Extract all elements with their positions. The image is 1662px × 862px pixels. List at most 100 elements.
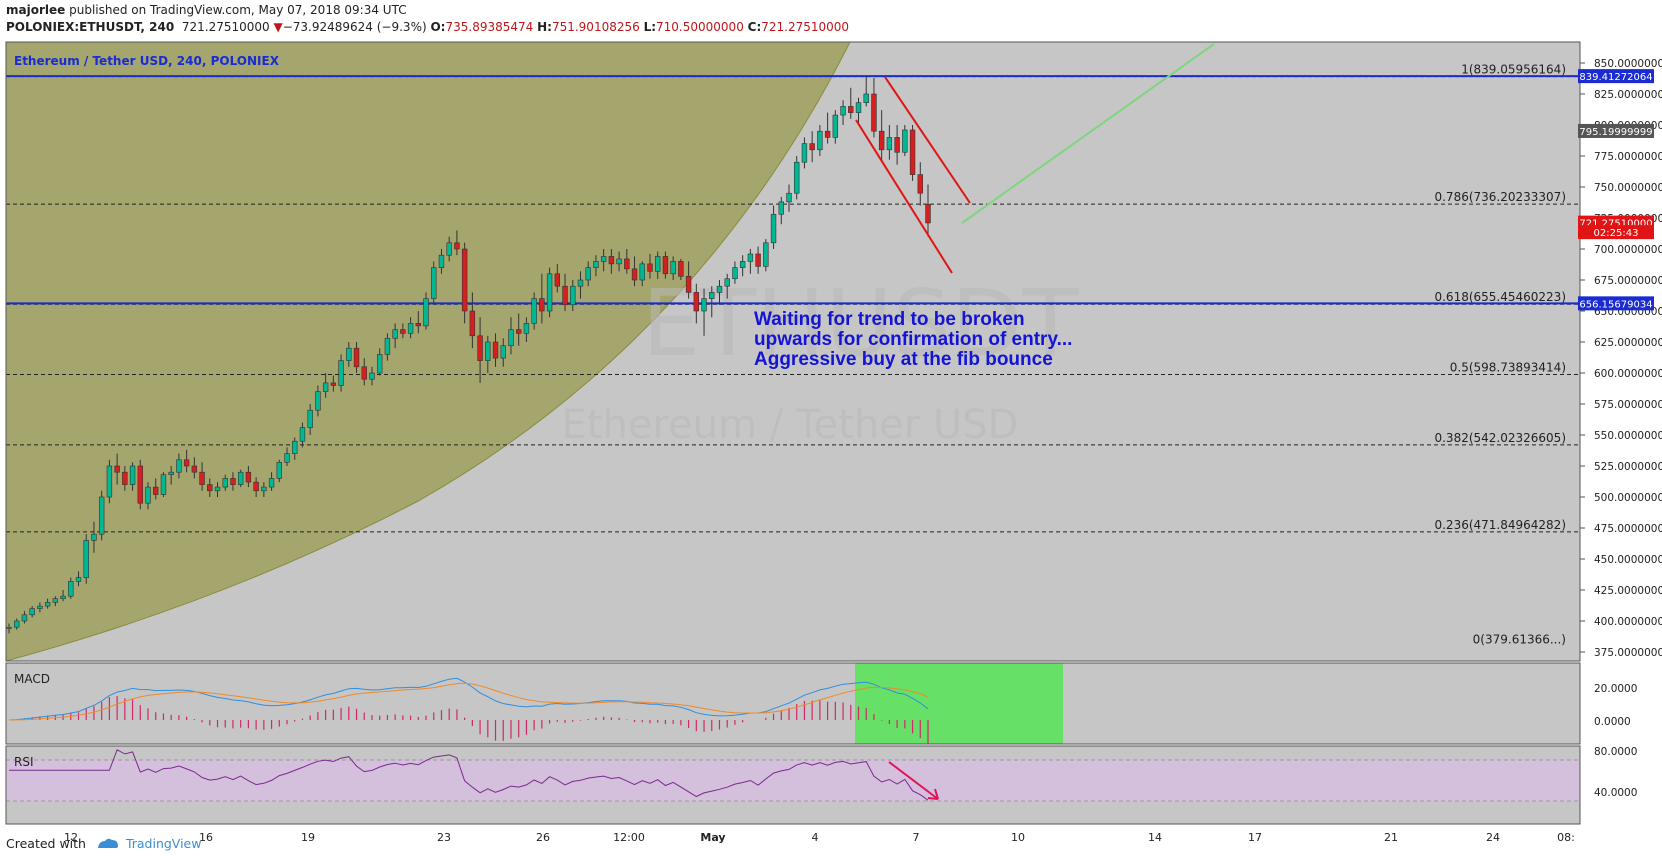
candle [407,323,414,334]
fib-level-label: 0.236(471.84964282) [1434,518,1566,532]
tradingview-brand[interactable]: TradingView [125,836,202,851]
candle [292,440,298,454]
x-tick-label: 12 [64,831,78,844]
x-tick-label: 26 [536,831,550,844]
y-tick-label: 775.00000000 [1594,151,1662,163]
rsi-arrow-line [888,761,939,800]
y-tick-label: 375.00000000 [1594,647,1662,659]
published-text: published on TradingView.com, May 07, 20… [69,3,407,17]
annotation-line-1: Waiting for trend to be broken [754,309,1025,330]
candle [52,598,59,603]
candle [384,337,391,355]
fib-level-label: 0.618(655.45460223) [1434,290,1566,304]
candle [268,478,275,488]
candle [75,577,82,582]
candle [855,102,862,113]
annotation-line-2: upwards for confirmation of entry... [754,329,1072,350]
watermark-name: Ethereum / Tether USD [562,402,1019,448]
x-tick-label: May [700,831,725,844]
candle [732,267,738,280]
candle [840,106,846,116]
candle [423,298,429,327]
fib-level-label: 0.786(736.20233307) [1434,190,1566,204]
candle [122,471,128,485]
rsi-line [9,749,929,801]
rsi-tick-80: 80.0000 [1594,746,1637,758]
x-tick-label: 4 [812,831,819,844]
candle [531,298,537,324]
candle [237,471,244,485]
chart-title: Ethereum / Tether USD, 240, POLONIEX [14,54,280,68]
candle [129,465,136,485]
candle [14,620,20,628]
candle [570,285,576,306]
macd-tick-20: 20.0000 [1594,683,1637,695]
arc-edge [6,42,851,661]
low-label: L: [643,20,657,34]
price-badge [1578,225,1654,240]
candle [6,626,12,629]
candle [786,192,792,203]
candle [91,533,97,541]
candle [678,261,684,277]
y-tick-label: 575.00000000 [1594,399,1662,411]
fib-level-label: 0.5(598.73893414) [1450,361,1566,375]
candle [261,486,267,492]
y-tick-label: 475.00000000 [1594,523,1662,535]
candle [299,427,306,442]
channel-lower-line[interactable] [855,119,953,274]
channel-upper-line[interactable] [884,76,971,204]
candle [176,459,182,473]
candle [469,310,476,337]
tradingview-logo-icon [97,838,118,848]
fib-level-label: 0.382(542.02326605) [1434,431,1566,445]
arrow-head-icon [927,788,939,800]
rsi-tick-40: 40.0000 [1594,787,1637,799]
candle [593,261,599,268]
candle [214,486,221,492]
change-value: −73.92489624 (−9.3%) [282,20,427,34]
candle [701,298,707,312]
candle [685,275,692,293]
x-tick-label: 10 [1011,831,1025,844]
y-tick-label: 425.00000000 [1594,585,1662,597]
candle [21,614,28,622]
candle [500,345,506,359]
candle [361,366,367,380]
candle [369,372,375,380]
main-panel-border [5,41,1581,662]
x-tick-label: 21 [1384,831,1398,844]
candle [616,258,622,265]
watermark-symbol: ETHUSDT [642,270,1079,377]
candle [770,213,777,244]
candle [315,391,321,411]
macd-panel-border [5,662,1581,745]
candle [902,129,908,153]
last-price: 721.27510000 [181,20,270,34]
fib-level-label: 1(839.05956164) [1461,63,1566,77]
price-badge [1578,123,1654,138]
x-tick-label: 19 [301,831,315,844]
y-tick-label: 550.00000000 [1594,430,1662,442]
candle [909,129,916,175]
price-badge-label: 839.41272064 [1579,72,1652,83]
candle [37,605,43,609]
candle [353,347,360,368]
candle [284,453,290,463]
candle [709,292,715,299]
fib-level-label: 0(379.61366...) [1473,632,1566,646]
candle [454,242,460,250]
projected-uptrend-line[interactable] [961,43,1215,224]
candle [871,93,877,132]
rsi-label: RSI [14,755,34,769]
annotation-line-3: Aggressive buy at the fib bounce [754,349,1053,370]
candle [114,465,120,473]
author[interactable]: majorlee [6,3,66,17]
candle [60,595,66,599]
candle [794,161,800,194]
candle [554,273,561,287]
high-value: 751.90108256 [551,20,640,34]
x-tick-label: 23 [437,831,451,844]
candle [376,354,383,374]
